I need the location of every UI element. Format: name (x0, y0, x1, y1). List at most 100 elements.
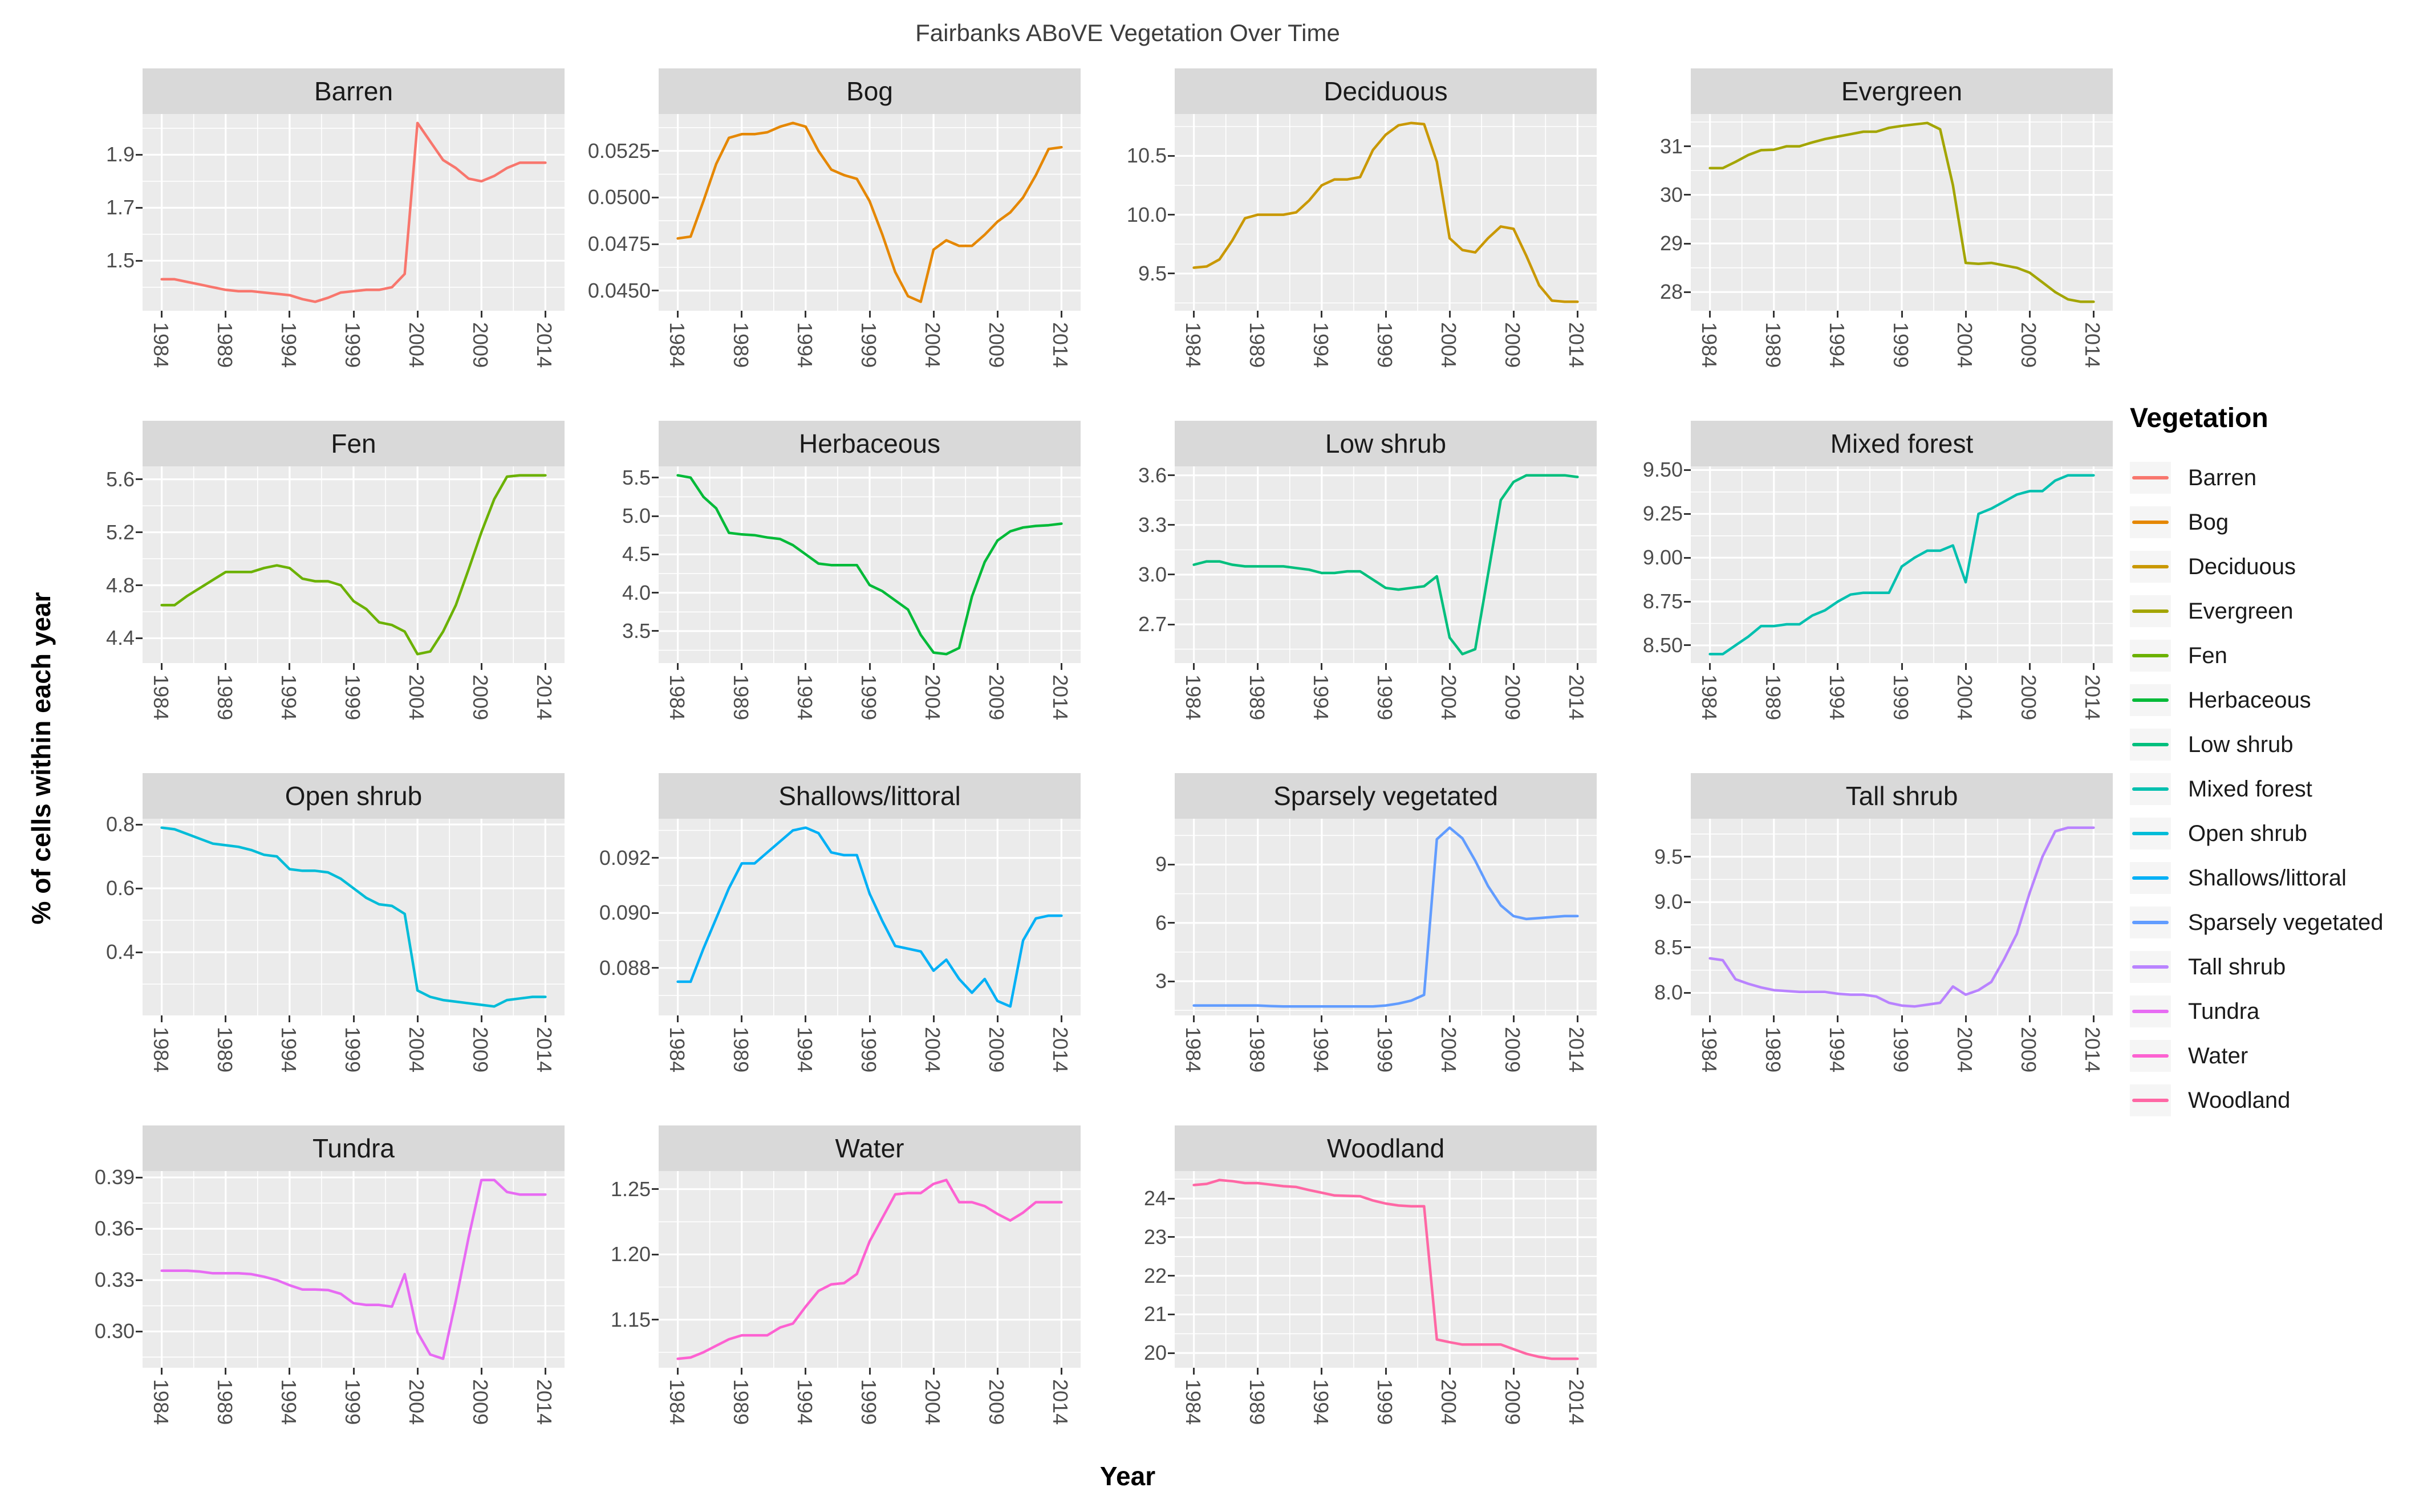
x-tick-label: 1989 (1245, 1027, 1269, 1073)
x-tick-mark (1901, 663, 1903, 670)
x-tick-mark (544, 1015, 546, 1022)
x-tick-label: 1994 (1309, 1027, 1333, 1073)
facet-panel-deciduous (1175, 114, 1597, 311)
y-tick-label: 1.25 (610, 1177, 651, 1201)
facet-strip-tall-shrub: Tall shrub (1691, 773, 2113, 819)
x-tick-mark (1576, 1015, 1578, 1022)
x-tick-label: 2009 (469, 1027, 493, 1073)
x-tick-mark (741, 1015, 743, 1022)
y-tick-mark (652, 967, 659, 969)
x-tick-mark (1257, 311, 1259, 318)
x-tick-label: 2009 (2017, 1027, 2041, 1073)
y-tick-label: 3.3 (1138, 513, 1167, 536)
y-tick-mark (1684, 242, 1691, 245)
legend-key-line (2132, 654, 2169, 657)
x-tick-label: 1989 (1245, 322, 1269, 368)
legend-label: Low shrub (2188, 731, 2294, 757)
x-tick-label: 1989 (1245, 674, 1269, 721)
series-line-barren (160, 121, 547, 303)
legend: Vegetation Barren Bog Deciduous Evergreen Fe… (2130, 403, 2411, 1123)
legend-key-line (2132, 876, 2169, 880)
x-tick-mark (289, 1015, 291, 1022)
y-tick-label: 0.8 (105, 812, 135, 836)
x-tick-mark (289, 311, 291, 318)
series-line-tundra (160, 1178, 547, 1360)
x-tick-label: 2009 (1501, 1027, 1525, 1073)
facet-panel-fen (143, 466, 565, 663)
y-tick-mark (1168, 1236, 1175, 1238)
y-tick-label: 1.20 (610, 1242, 651, 1266)
x-tick-label: 1999 (857, 1379, 880, 1425)
y-tick-mark (1684, 513, 1691, 515)
legend-label: Herbaceous (2188, 687, 2311, 713)
series-line-woodland (1192, 1178, 1579, 1360)
x-tick-label: 2009 (2017, 674, 2041, 721)
legend-label: Woodland (2188, 1087, 2291, 1113)
legend-key-line (2132, 1010, 2169, 1013)
y-tick-mark (1168, 155, 1175, 157)
x-tick-label: 1989 (213, 1379, 237, 1425)
x-tick-label: 1984 (1181, 1379, 1205, 1425)
x-tick-label: 1984 (1181, 1027, 1205, 1073)
legend-key-fen-icon (2130, 640, 2171, 672)
legend-items: Barren Bog Deciduous Evergreen Fen Herbaceous… (2130, 456, 2411, 1123)
y-tick-label: 0.39 (94, 1165, 135, 1189)
x-tick-mark (1964, 311, 1967, 318)
x-tick-mark (1773, 1015, 1775, 1022)
x-tick-label: 1994 (1309, 674, 1333, 721)
x-tick-mark (1385, 1015, 1387, 1022)
legend-key-woodland-icon (2130, 1084, 2171, 1116)
x-tick-label: 2009 (1501, 1379, 1525, 1425)
y-tick-label: 9.00 (1642, 546, 1683, 570)
x-tick-label: 2014 (1049, 674, 1073, 721)
y-tick-label: 30 (1659, 182, 1683, 206)
legend-item-bog: Bog (2130, 500, 2411, 544)
legend-item-woodland: Woodland (2130, 1078, 2411, 1123)
legend-key-line (2132, 609, 2169, 613)
x-tick-label: 1994 (1825, 1027, 1849, 1073)
x-tick-label: 2004 (405, 1379, 429, 1425)
x-tick-mark (932, 1368, 935, 1375)
x-tick-label: 2009 (985, 1379, 1009, 1425)
y-tick-label: 9 (1155, 852, 1167, 876)
legend-key-tall-shrub-icon (2130, 951, 2171, 983)
y-tick-label: 0.0500 (587, 185, 651, 209)
y-tick-label: 8.0 (1654, 981, 1683, 1005)
y-tick-mark (1168, 1275, 1175, 1277)
y-tick-mark (652, 243, 659, 245)
y-tick-mark (1168, 214, 1175, 216)
y-tick-label: 0.0475 (587, 232, 651, 256)
x-tick-mark (996, 1015, 999, 1022)
legend-label: Shallows/littoral (2188, 865, 2347, 891)
facet-strip-evergreen: Evergreen (1691, 68, 2113, 114)
x-tick-label: 1999 (857, 1027, 880, 1073)
x-tick-mark (289, 663, 291, 670)
x-tick-mark (868, 1368, 871, 1375)
x-tick-mark (741, 1368, 743, 1375)
x-tick-mark (161, 663, 163, 670)
x-tick-mark (1709, 663, 1711, 670)
y-tick-mark (1168, 574, 1175, 576)
x-tick-label: 1999 (1373, 674, 1397, 721)
facet-strip-mixed-forest: Mixed forest (1691, 421, 2113, 466)
facet-strip-water: Water (659, 1125, 1081, 1171)
x-tick-mark (544, 311, 546, 318)
x-tick-label: 2004 (1437, 1027, 1461, 1073)
y-tick-label: 1.7 (105, 196, 135, 220)
y-tick-label: 5.5 (622, 465, 651, 489)
legend-key-evergreen-icon (2130, 595, 2171, 627)
y-tick-mark (652, 857, 659, 859)
y-tick-label: 6 (1155, 911, 1167, 934)
facet-panel-sparsely-vegetated (1175, 819, 1597, 1015)
x-tick-mark (1385, 311, 1387, 318)
y-tick-label: 28 (1659, 280, 1683, 304)
y-tick-label: 1.5 (105, 249, 135, 273)
facet-panel-tall-shrub (1691, 819, 2113, 1015)
x-tick-mark (1193, 311, 1195, 318)
facet-strip-open-shrub: Open shrub (143, 773, 565, 819)
x-tick-label: 2004 (1953, 322, 1977, 368)
legend-key-line (2132, 565, 2169, 568)
x-tick-mark (225, 1015, 227, 1022)
x-tick-label: 1994 (1309, 1379, 1333, 1425)
y-tick-mark (136, 1330, 143, 1332)
